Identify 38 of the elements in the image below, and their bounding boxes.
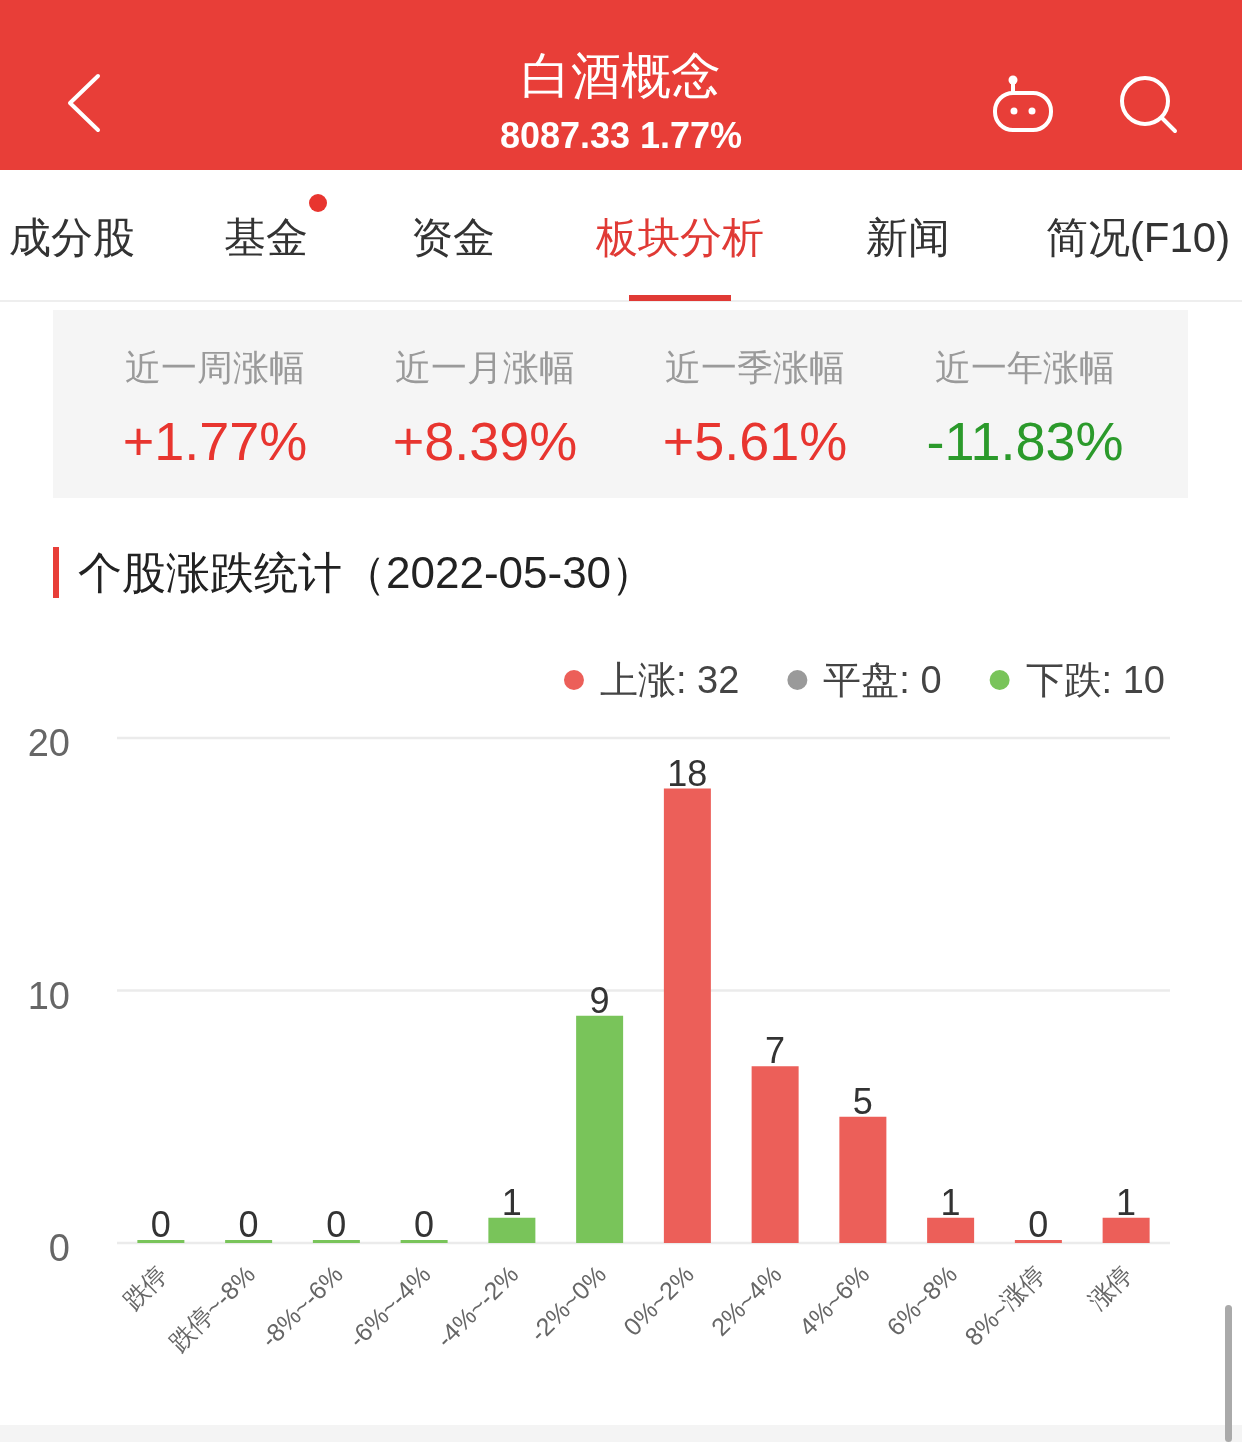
text: +5.61%: [662, 411, 848, 471]
text: 白酒概念: [521, 48, 721, 104]
data-label: 7: [765, 1030, 786, 1072]
data-label: 18: [667, 752, 708, 794]
y-tick-label: 20: [27, 722, 70, 764]
y-tick-label: 10: [27, 974, 70, 1017]
text: 近一月涨幅: [395, 347, 575, 388]
text: 近一季涨幅: [665, 347, 845, 388]
data-label: 1: [501, 1181, 522, 1223]
data-label: 0: [238, 1204, 259, 1245]
data-label: 1: [940, 1181, 961, 1223]
text: -11.83%: [926, 411, 1124, 471]
data-label: 0: [150, 1204, 171, 1245]
data-label: 0: [326, 1204, 347, 1245]
data-label: 9: [589, 979, 610, 1021]
text: +1.77%: [122, 411, 308, 471]
legend-label: 下跌: 10: [1025, 659, 1165, 701]
text: 成分股: [9, 214, 135, 261]
data-label: 0: [1028, 1204, 1049, 1245]
text: 新闻: [866, 214, 950, 261]
x-tick-label: 涨停: [1082, 1259, 1138, 1315]
x-tick-label: 8%~涨停: [958, 1259, 1050, 1351]
x-tick-label: 跌停: [117, 1259, 173, 1315]
legend-label: 平盘: 0: [823, 659, 942, 701]
data-label: 1: [1116, 1181, 1137, 1223]
y-tick-label: 0: [48, 1227, 70, 1269]
text: 近一周涨幅: [125, 347, 305, 388]
text: 近一年涨幅: [935, 347, 1115, 388]
data-label: 0: [414, 1204, 435, 1245]
data-label: 5: [852, 1080, 873, 1122]
text: 简况(F10): [1045, 214, 1231, 261]
text: 资金: [411, 214, 495, 261]
text: 基金: [224, 214, 308, 261]
text: 板块分析: [595, 214, 764, 261]
chart-title: 个股涨跌统计（2022-05-30）: [78, 548, 656, 597]
text: 8087.33 1.77%: [499, 115, 743, 156]
text: +8.39%: [392, 411, 578, 471]
legend-label: 上涨: 32: [599, 659, 740, 701]
